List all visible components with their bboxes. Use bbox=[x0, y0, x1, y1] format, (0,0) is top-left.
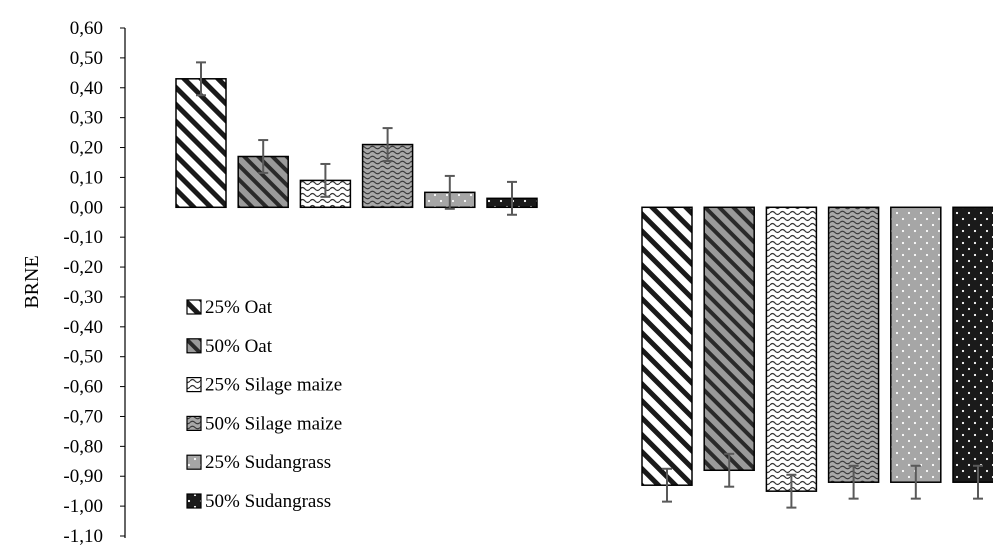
legend-label: 25% Sudangrass bbox=[205, 452, 331, 473]
y-tick-label: -1,10 bbox=[63, 526, 103, 547]
y-tick-label: -0,80 bbox=[63, 436, 103, 457]
legend-label: 50% Sudangrass bbox=[205, 491, 331, 512]
y-tick-label: 0,40 bbox=[70, 78, 103, 99]
legend-swatch bbox=[186, 493, 202, 509]
y-tick-label: 0,50 bbox=[70, 48, 103, 69]
y-tick-label: -0,40 bbox=[63, 317, 103, 338]
y-tick-label: -0,70 bbox=[63, 406, 103, 427]
y-tick-label: 0,60 bbox=[70, 18, 103, 39]
y-tick-label: -0,90 bbox=[63, 466, 103, 487]
bar bbox=[952, 206, 993, 483]
bar bbox=[890, 206, 942, 483]
y-tick-label: 0,00 bbox=[70, 197, 103, 218]
y-tick-label: -0,30 bbox=[63, 287, 103, 308]
y-tick-label: -0,20 bbox=[63, 257, 103, 278]
y-axis: 0,60 0,50 0,40 0,30 0,20 0,10 0,00 -0,10 -0,20 -0… bbox=[63, 18, 126, 547]
bar bbox=[175, 78, 227, 209]
y-tick-label: 0,30 bbox=[70, 108, 103, 129]
legend-swatch bbox=[186, 299, 202, 315]
bars-layer bbox=[175, 61, 993, 509]
y-tick-label: -0,10 bbox=[63, 227, 103, 248]
y-axis-title: BRNE bbox=[21, 255, 43, 308]
legend-label: 50% Oat bbox=[205, 336, 273, 357]
y-tick-label: 0,10 bbox=[70, 167, 103, 188]
bar bbox=[703, 206, 755, 472]
legend-swatch bbox=[186, 415, 202, 431]
y-tick-label: -0,60 bbox=[63, 377, 103, 398]
legend-label: 25% Oat bbox=[205, 297, 273, 318]
y-tick-label: 0,20 bbox=[70, 138, 103, 159]
legend-label: 25% Silage maize bbox=[205, 375, 342, 396]
legend: 25% Oat 50% Oat 25% Silage maize 50% Silage… bbox=[186, 297, 342, 512]
y-tick-label: -1,00 bbox=[63, 496, 103, 517]
bar bbox=[827, 206, 880, 483]
legend-swatch bbox=[186, 377, 202, 393]
y-tick-label: -0,50 bbox=[63, 347, 103, 368]
legend-label: 50% Silage maize bbox=[205, 413, 342, 434]
legend-swatch bbox=[186, 338, 202, 354]
bar bbox=[765, 206, 818, 492]
bar bbox=[641, 206, 693, 486]
legend-swatch bbox=[186, 454, 202, 470]
